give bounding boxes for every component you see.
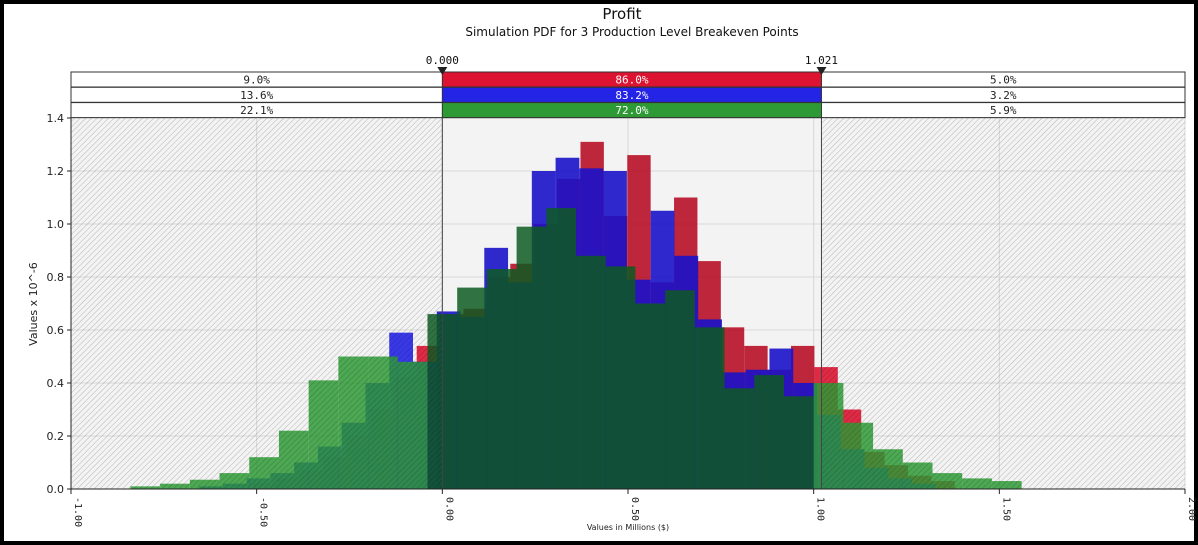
hatch-left-region xyxy=(71,118,443,489)
band-percent: 22.1% xyxy=(240,104,273,117)
y-tick-label: 0.2 xyxy=(47,430,65,443)
right-delimiter-label: 1.021 xyxy=(805,54,838,67)
left-delimiter-label: 0.000 xyxy=(426,54,459,67)
bar-green xyxy=(605,266,636,489)
band-percent: 5.9% xyxy=(990,104,1017,117)
bar-green xyxy=(783,396,814,489)
bar-green xyxy=(665,290,695,489)
left-delimiter-marker-icon xyxy=(437,67,448,75)
bar-green xyxy=(635,303,666,489)
hatch-right-region xyxy=(821,118,1185,489)
band-percent: 83.2% xyxy=(615,89,648,102)
y-tick-label: 0.6 xyxy=(47,324,65,337)
y-tick-label: 0.0 xyxy=(47,483,65,496)
right-delimiter-marker-icon xyxy=(816,67,827,75)
band-percent: 9.0% xyxy=(243,74,270,87)
x-tick-label: 2.00 xyxy=(1186,497,1197,521)
y-tick-label: 1.4 xyxy=(47,112,65,125)
band-percent: 3.2% xyxy=(990,89,1017,102)
bar-green xyxy=(457,287,487,489)
bar-green xyxy=(516,226,547,489)
band-middle-green xyxy=(441,102,822,119)
x-tick-label: 0.00 xyxy=(443,497,454,521)
band-percent: 86.0% xyxy=(615,74,648,87)
x-tick-label: 1.50 xyxy=(1000,497,1011,521)
bar-green xyxy=(486,269,517,489)
band-percent: 72.0% xyxy=(615,104,648,117)
band-percent: 13.6% xyxy=(240,89,273,102)
x-tick-label: 0.50 xyxy=(629,497,640,521)
chart-title: Profit xyxy=(602,5,641,23)
x-tick-label: 1.00 xyxy=(815,497,826,521)
x-tick-label: -0.50 xyxy=(258,497,269,527)
bar-green xyxy=(724,388,755,489)
y-tick-label: 0.8 xyxy=(47,271,65,284)
x-axis-label: Values in Millions ($) xyxy=(587,523,669,532)
y-axis-label: Values x 10^-6 xyxy=(27,262,40,346)
band-percent: 5.0% xyxy=(990,74,1017,87)
y-tick-label: 1.2 xyxy=(47,165,65,178)
y-tick-label: 1.0 xyxy=(47,218,65,231)
y-tick-label: 0.4 xyxy=(47,377,65,390)
chart-subtitle: Simulation PDF for 3 Production Level Br… xyxy=(465,25,798,39)
bar-green xyxy=(694,327,725,489)
bar-green xyxy=(576,255,606,489)
bar-green xyxy=(754,375,784,489)
x-tick-label: -1.00 xyxy=(72,497,83,527)
bar-green xyxy=(546,208,577,489)
